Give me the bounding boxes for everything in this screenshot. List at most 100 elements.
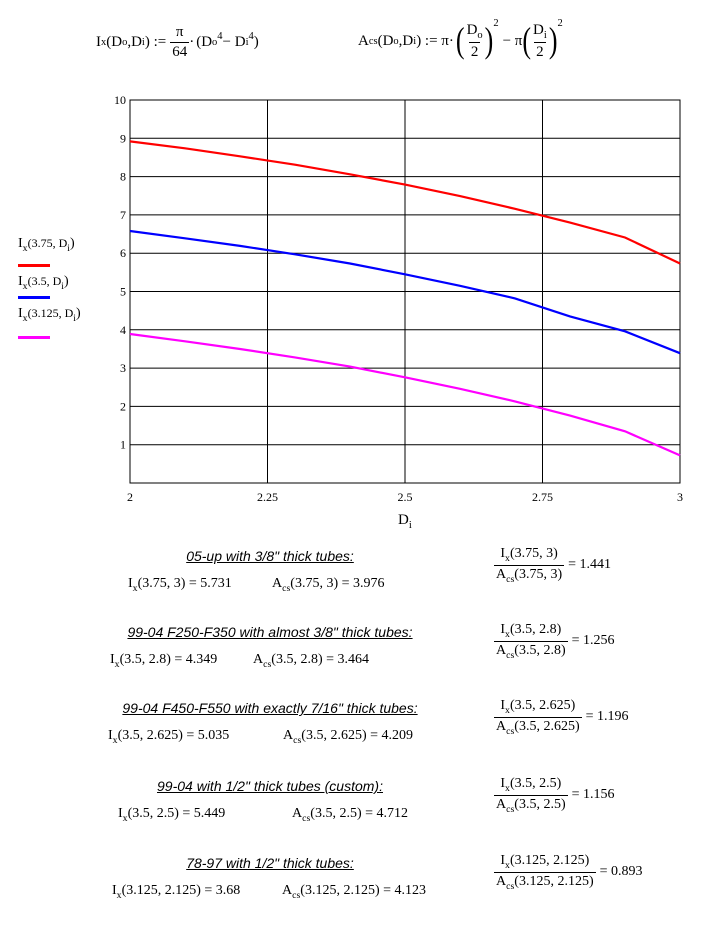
ratio-denominator: Acs(3.75, 3)	[494, 564, 565, 585]
function-symbol: A	[283, 728, 294, 743]
x-tick-label: 2	[127, 490, 133, 504]
function-symbol: A	[272, 576, 283, 591]
function-call: Acs(3.5, 2.8)	[496, 642, 566, 661]
acs-value: = 4.209	[366, 728, 414, 743]
function-call: Acs(3.5, 2.625)	[496, 718, 580, 737]
function-symbol: A	[496, 718, 507, 734]
ratio-value: = 1.156	[571, 787, 615, 803]
ratio-numerator: Ix(3.125, 2.125)	[498, 853, 591, 872]
legend-entry-3-75: Ix(3.75, Di)	[18, 236, 81, 274]
y-tick-label: 8	[120, 170, 126, 184]
ix-value: = 5.449	[178, 806, 226, 821]
function-subscript: cs	[506, 803, 515, 815]
legend-swatch-magenta	[18, 336, 50, 339]
ratio-fraction: Ix(3.5, 2.5) Acs(3.5, 2.5)	[494, 776, 568, 815]
function-subscript: cs	[282, 582, 291, 594]
legend-swatch-red	[18, 264, 50, 267]
result-title: 05-up with 3/8" thick tubes:	[186, 548, 354, 564]
ratio-fraction: Ix(3.5, 2.8) Acs(3.5, 2.8)	[494, 622, 568, 661]
function-args: (3.5, 2.8)	[514, 642, 566, 658]
ratio-denominator: Acs(3.5, 2.8)	[494, 640, 568, 661]
function-call: Ix(3.125, 2.125)	[500, 853, 589, 871]
ratio-value: = 1.196	[585, 709, 629, 725]
function-subscript: x	[505, 782, 510, 794]
function-call: Ix(3.75, 3)	[500, 546, 557, 564]
function-call: Acs(3.125, 2.125)	[496, 873, 594, 892]
ratio-numerator: Ix(3.5, 2.625)	[498, 698, 577, 717]
function-subscript: cs	[293, 734, 302, 746]
ratio-fraction: Ix(3.75, 3) Acs(3.75, 3)	[494, 546, 565, 585]
result-title: 99-04 F250-F350 with almost 3/8" thick t…	[127, 624, 413, 640]
function-args: (3.125, 2.125)	[514, 873, 594, 889]
acs-result: Acs(3.5, 2.625) = 4.209	[283, 728, 413, 746]
y-tick-label: 7	[120, 208, 126, 222]
function-args: (3.75, 3)	[290, 576, 339, 591]
ratio-denominator: Acs(3.5, 2.625)	[494, 716, 582, 737]
function-subscript: x	[112, 734, 118, 746]
function-call: Ix(3.5, 2.5)	[118, 806, 179, 824]
function-call: Acs(3.5, 2.5)	[496, 796, 566, 815]
function-call: Ix(3.5, 2.8)	[500, 622, 561, 640]
y-tick-label: 5	[120, 285, 126, 299]
ix-value: = 5.731	[185, 576, 232, 591]
function-symbol: A	[496, 796, 507, 812]
result-title: 99-04 with 1/2" thick tubes (custom):	[157, 778, 383, 794]
function-subscript: x	[132, 582, 138, 594]
function-args: (3.5, 2.625)	[301, 728, 367, 743]
function-args: (3.5, 2.5)	[127, 806, 179, 821]
ratio-value: = 1.256	[571, 633, 615, 649]
function-args: (3.75, 3)	[137, 576, 186, 591]
function-subscript: cs	[263, 658, 272, 670]
function-call: Ix(3.5, 2.5)	[500, 776, 561, 794]
function-symbol: I	[500, 622, 506, 637]
series-line-1	[129, 229, 681, 355]
function-symbol: I	[108, 728, 113, 743]
y-tick-label: 2	[120, 399, 126, 413]
function-args: (3.5, 2.5)	[310, 806, 362, 821]
function-args: (3.5, 2.8)	[271, 652, 323, 667]
function-symbol: I	[500, 776, 506, 791]
function-symbol: A	[496, 566, 507, 582]
ix-over-acs-ratio: Ix(3.5, 2.8) Acs(3.5, 2.8) = 1.256	[494, 622, 615, 661]
series-line-0	[129, 140, 681, 265]
function-subscript: x	[505, 628, 510, 640]
x-tick-label: 2.5	[398, 490, 413, 504]
function-subscript: cs	[506, 649, 515, 661]
acs-value: = 4.712	[361, 806, 409, 821]
function-call: Acs(3.5, 2.8)	[253, 652, 323, 670]
function-call: Acs(3.125, 2.125)	[282, 883, 380, 901]
plot-frame	[129, 99, 681, 484]
ix-result: Ix(3.75, 3) = 5.731	[128, 576, 232, 594]
function-subscript: x	[122, 812, 128, 824]
ix-value: = 3.68	[200, 883, 241, 898]
function-args: (3.125, 2.125)	[300, 883, 380, 898]
function-subscript: cs	[292, 889, 301, 901]
y-tick-label: 9	[120, 131, 126, 145]
pi-over-64: π 64	[170, 23, 190, 60]
do-over-2: Do 2	[466, 21, 483, 60]
ratio-fraction: Ix(3.5, 2.625) Acs(3.5, 2.625)	[494, 698, 582, 737]
acs-result: Acs(3.75, 3) = 3.976	[272, 576, 385, 594]
ratio-numerator: Ix(3.5, 2.5)	[498, 776, 563, 795]
y-tick-label: 10	[114, 93, 126, 107]
y-tick-label: 3	[120, 361, 126, 375]
y-tick-label: 4	[120, 323, 126, 337]
function-args: (3.5, 2.8)	[119, 652, 171, 667]
function-call: Ix(3.5, 2.625)	[500, 698, 575, 716]
acs-value: = 3.976	[338, 576, 385, 591]
ratio-denominator: Acs(3.5, 2.5)	[494, 794, 568, 815]
function-symbol: A	[496, 642, 507, 658]
function-call: Acs(3.75, 3)	[496, 566, 563, 585]
acs-value: = 3.464	[322, 652, 370, 667]
acs-result: Acs(3.5, 2.8) = 3.464	[253, 652, 369, 670]
legend-swatch-blue	[18, 296, 50, 299]
acs-value: = 4.123	[379, 883, 427, 898]
function-call: Acs(3.75, 3)	[272, 576, 339, 594]
ratio-denominator: Acs(3.125, 2.125)	[494, 871, 596, 892]
function-symbol: I	[500, 698, 506, 713]
function-args: (3.75, 3)	[514, 566, 563, 582]
result-title: 99-04 F450-F550 with exactly 7/16" thick…	[122, 700, 418, 716]
legend-entry-3-125: Ix(3.125, Di)	[18, 306, 81, 339]
ix-symbol: I	[96, 33, 101, 50]
